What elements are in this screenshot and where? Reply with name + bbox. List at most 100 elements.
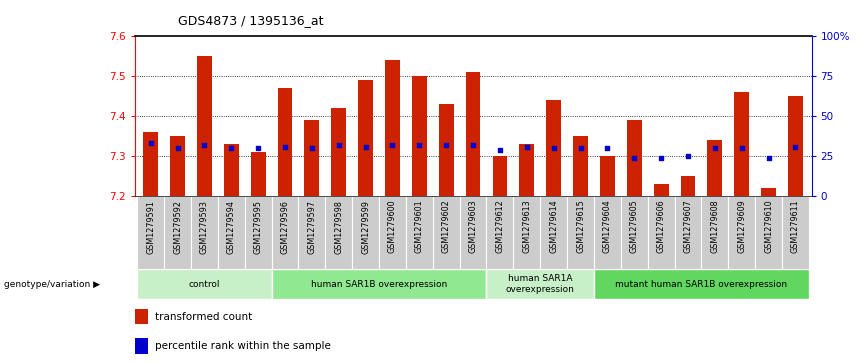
Text: GSM1279601: GSM1279601 (415, 200, 424, 253)
Bar (358, 80, 373, 196)
Text: human SAR1B overexpression: human SAR1B overexpression (311, 280, 447, 289)
Text: GSM1279602: GSM1279602 (442, 200, 450, 253)
Point (358, 144, 372, 150)
Point (144, 140, 158, 146)
Point (466, 142, 480, 148)
Point (708, 145, 722, 151)
Point (520, 144, 534, 150)
Text: GSM1279604: GSM1279604 (603, 200, 612, 253)
Bar (486, 196, 513, 269)
Point (197, 142, 211, 148)
Bar (143, 132, 158, 196)
Bar (299, 196, 326, 269)
Point (654, 155, 668, 160)
Bar (439, 104, 454, 196)
Bar (433, 196, 460, 269)
Text: GSM1279591: GSM1279591 (146, 200, 155, 253)
Bar (170, 136, 185, 196)
Text: GSM1279607: GSM1279607 (683, 200, 693, 253)
Text: percentile rank within the sample: percentile rank within the sample (155, 341, 332, 351)
Text: genotype/variation ▶: genotype/variation ▶ (4, 280, 101, 289)
Point (412, 142, 426, 148)
Text: GSM1279606: GSM1279606 (656, 200, 666, 253)
Bar (332, 108, 346, 196)
Bar (406, 196, 433, 269)
Point (735, 145, 749, 151)
Bar (465, 72, 481, 196)
Bar (218, 196, 245, 269)
Point (601, 145, 615, 151)
Bar (788, 96, 803, 196)
Point (251, 145, 265, 151)
Point (305, 145, 319, 151)
Point (332, 142, 345, 148)
Point (493, 147, 507, 152)
Bar (674, 196, 701, 269)
Bar (573, 136, 588, 196)
Text: GSM1279598: GSM1279598 (334, 200, 343, 253)
Bar (135, 309, 148, 325)
Bar (460, 196, 486, 269)
Bar (594, 269, 809, 299)
Bar (352, 196, 379, 269)
Bar (135, 338, 148, 354)
Bar (782, 196, 809, 269)
Bar (701, 196, 728, 269)
Bar (755, 196, 782, 269)
Bar (224, 144, 239, 196)
Point (171, 145, 185, 151)
Bar (600, 156, 615, 196)
Bar (546, 100, 561, 196)
Bar (326, 196, 352, 269)
Point (385, 142, 399, 148)
Point (788, 144, 802, 150)
Text: GSM1279600: GSM1279600 (388, 200, 397, 253)
Bar (681, 176, 695, 196)
Bar (197, 56, 212, 196)
Bar (191, 196, 218, 269)
Bar (627, 120, 641, 196)
Bar (379, 196, 406, 269)
Bar (272, 269, 486, 299)
Bar (278, 88, 293, 196)
Text: GSM1279608: GSM1279608 (710, 200, 720, 253)
Point (439, 142, 453, 148)
Text: GSM1279593: GSM1279593 (200, 200, 209, 253)
Text: GSM1279605: GSM1279605 (630, 200, 639, 253)
Bar (761, 188, 776, 196)
Bar (567, 196, 594, 269)
Text: GSM1279611: GSM1279611 (791, 200, 800, 253)
Point (224, 145, 238, 151)
Text: GSM1279610: GSM1279610 (764, 200, 773, 253)
Bar (648, 196, 674, 269)
Text: GSM1279613: GSM1279613 (523, 200, 531, 253)
Text: GSM1279592: GSM1279592 (173, 200, 182, 254)
Text: GDS4873 / 1395136_at: GDS4873 / 1395136_at (178, 15, 324, 28)
Bar (164, 196, 191, 269)
Text: GSM1279603: GSM1279603 (469, 200, 477, 253)
Text: control: control (188, 280, 220, 289)
Bar (245, 196, 272, 269)
Text: GSM1279609: GSM1279609 (737, 200, 746, 253)
Bar (385, 60, 400, 196)
Point (628, 155, 641, 160)
Bar (621, 196, 648, 269)
Bar (137, 196, 164, 269)
Bar (519, 144, 534, 196)
Point (761, 155, 775, 160)
Bar (251, 152, 266, 196)
Bar (272, 196, 299, 269)
Text: GSM1279597: GSM1279597 (307, 200, 316, 254)
Text: GSM1279596: GSM1279596 (280, 200, 290, 253)
Bar (654, 184, 668, 196)
Point (547, 145, 561, 151)
Bar (734, 92, 749, 196)
Bar (707, 140, 722, 196)
Bar (540, 196, 567, 269)
Text: transformed count: transformed count (155, 311, 253, 322)
Bar (594, 196, 621, 269)
Bar (305, 120, 319, 196)
Text: mutant human SAR1B overexpression: mutant human SAR1B overexpression (615, 280, 787, 289)
Bar (513, 196, 540, 269)
Point (278, 144, 292, 150)
